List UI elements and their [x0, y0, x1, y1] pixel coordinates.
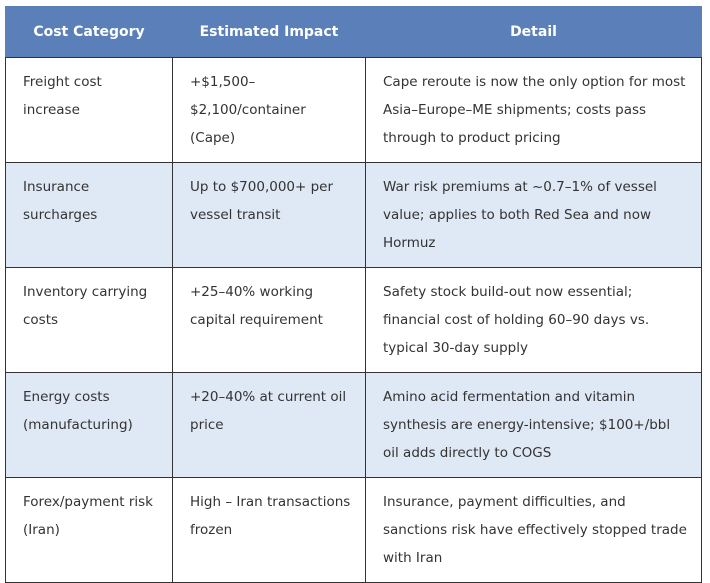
table-cell: Insurance, payment difficulties, and san… — [365, 477, 702, 583]
table-cell: +25–40% working capital requirement — [172, 267, 366, 373]
table-cell: Safety stock build-out now essential; fi… — [365, 267, 702, 373]
table-cell: Freight cost increase — [5, 57, 173, 163]
header-cell: Detail — [365, 6, 702, 58]
table-row: Freight cost increase +$1,500–$2,100/cont… — [5, 57, 702, 163]
table-cell: Inventory carrying costs — [5, 267, 173, 373]
page: Cost Category Estimated Impact Detail Frei… — [5, 6, 702, 583]
table-row: Inventory carrying costs +25–40% working … — [5, 267, 702, 373]
cost-table: Cost Category Estimated Impact Detail Frei… — [5, 6, 702, 583]
table-row: Energy costs (manufacturing) +20–40% at c… — [5, 372, 702, 478]
table-cell: +$1,500–$2,100/container (Cape) — [172, 57, 366, 163]
table-cell: Cape reroute is now the only option for … — [365, 57, 702, 163]
table-body: Freight cost increase +$1,500–$2,100/cont… — [5, 57, 702, 583]
header-row: Cost Category Estimated Impact Detail — [5, 6, 702, 58]
header-cell: Estimated Impact — [172, 6, 366, 58]
table-cell: Amino acid fermentation and vitamin synt… — [365, 372, 702, 478]
table-cell: War risk premiums at ~0.7–1% of vessel v… — [365, 162, 702, 268]
table-cell: Forex/payment risk (Iran) — [5, 477, 173, 583]
header-cell: Cost Category — [5, 6, 173, 58]
table-row: Insurance surcharges Up to $700,000+ per … — [5, 162, 702, 268]
table-cell: Insurance surcharges — [5, 162, 173, 268]
table-cell: Up to $700,000+ per vessel transit — [172, 162, 366, 268]
table-row: Forex/payment risk (Iran) High – Iran tra… — [5, 477, 702, 583]
table-cell: +20–40% at current oil price — [172, 372, 366, 478]
table-cell: High – Iran transactions frozen — [172, 477, 366, 583]
table-cell: Energy costs (manufacturing) — [5, 372, 173, 478]
